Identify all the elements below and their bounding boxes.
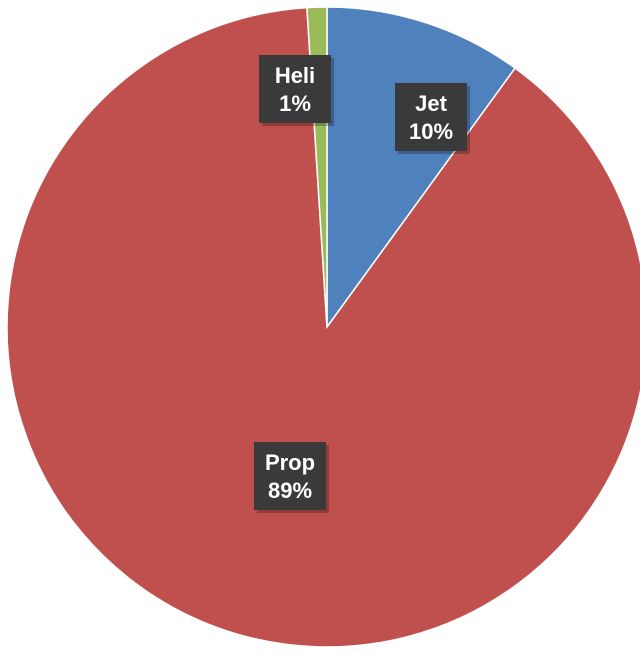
data-label-heli: Heli 1%	[259, 55, 334, 126]
pie-slice-prop	[6, 6, 640, 648]
data-label-jet: Jet 10%	[395, 83, 470, 154]
data-label-category: Prop	[265, 450, 315, 475]
data-label-percent: 89%	[268, 478, 312, 503]
data-label-prop: Prop 89%	[254, 442, 329, 513]
data-label-category: Heli	[275, 63, 315, 88]
pie-data-labels: Jet 10% Prop 89% Heli 1%	[254, 55, 470, 513]
data-label-category: Jet	[415, 91, 447, 116]
data-label-box	[395, 83, 467, 151]
data-label-percent: 10%	[409, 119, 453, 144]
data-label-percent: 1%	[279, 91, 311, 116]
pie-slice-jet	[326, 6, 517, 330]
data-label-box	[254, 442, 326, 510]
data-label-box	[259, 55, 331, 123]
